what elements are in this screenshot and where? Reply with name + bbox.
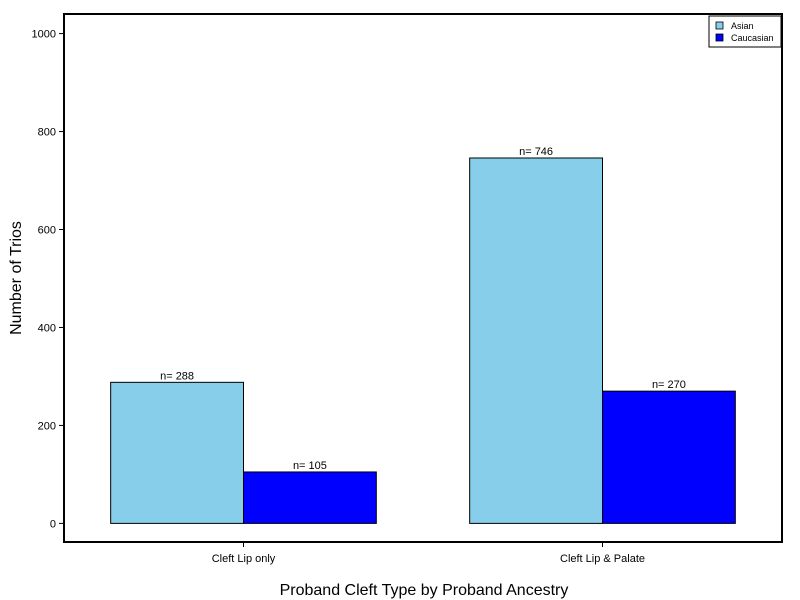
bar-label-asian-cleft-lip-only: n= 288 bbox=[160, 370, 194, 382]
y-axis-ticks: 0 200 400 600 800 1000 bbox=[32, 29, 64, 530]
legend-label-caucasian: Caucasian bbox=[731, 33, 774, 43]
y-tick-label-800: 800 bbox=[38, 127, 56, 139]
y-tick-label-400: 400 bbox=[38, 322, 56, 334]
legend-box bbox=[708, 15, 782, 48]
y-tick-label-1000: 1000 bbox=[32, 29, 56, 41]
y-tick-label-200: 200 bbox=[38, 420, 56, 432]
bar-caucasian-cleft-lip-only bbox=[243, 471, 377, 524]
bar-label-caucasian-cleft-lip-only: n= 105 bbox=[293, 460, 327, 472]
legend-swatch-caucasian bbox=[715, 33, 724, 42]
legend-swatch-asian bbox=[715, 21, 724, 30]
bar-caucasian-cleft-lip-and-palate bbox=[602, 390, 736, 524]
bar-asian-cleft-lip-only bbox=[110, 381, 244, 524]
legend: Asian Caucasian bbox=[708, 15, 782, 48]
y-tick-label-600: 600 bbox=[38, 225, 56, 237]
bar-label-caucasian-cleft-lip-and-palate: n= 270 bbox=[652, 379, 686, 391]
x-axis-title: Proband Cleft Type by Proband Ancestry bbox=[280, 582, 569, 599]
x-axis-ticks: Cleft Lip only Cleft Lip & Palate bbox=[212, 542, 645, 565]
x-tick-label-cleft-lip-and-palate: Cleft Lip & Palate bbox=[560, 553, 645, 565]
bar-label-asian-cleft-lip-and-palate: n= 746 bbox=[519, 146, 553, 158]
legend-label-asian: Asian bbox=[731, 21, 754, 31]
bar-labels: n= 288 n= 105 n= 746 n= 270 bbox=[160, 146, 686, 472]
x-tick-label-cleft-lip-only: Cleft Lip only bbox=[212, 553, 276, 565]
bar-asian-cleft-lip-and-palate bbox=[469, 157, 604, 524]
y-axis-title: Number of Trios bbox=[8, 221, 25, 335]
bars bbox=[110, 157, 736, 524]
y-tick-label-0: 0 bbox=[50, 518, 56, 530]
